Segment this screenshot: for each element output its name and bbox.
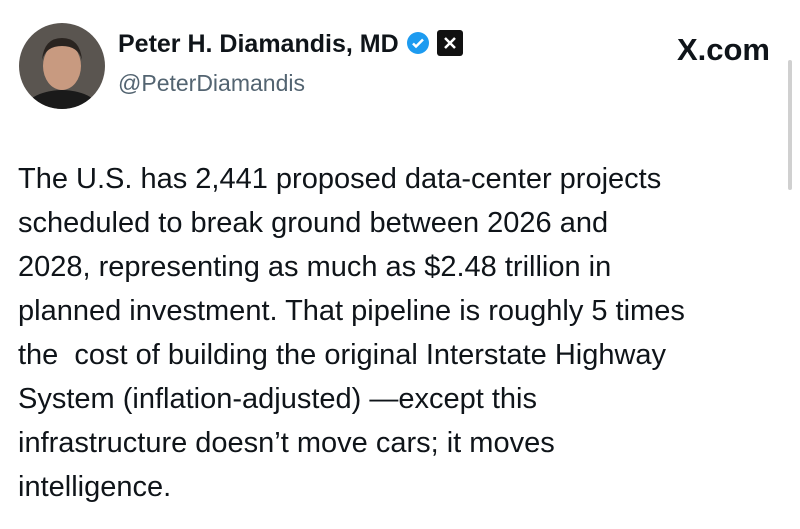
author-name[interactable]: Peter H. Diamandis, MD — [118, 30, 463, 59]
avatar[interactable] — [18, 22, 106, 110]
affiliate-badge — [436, 30, 463, 56]
post-line: intelligence. — [18, 471, 172, 503]
author-handle[interactable]: @PeterDiamandis — [118, 70, 305, 96]
author-name-text[interactable]: Peter H. Diamandis, MD — [118, 30, 399, 58]
post-line: System (inflation-adjusted) —except this — [18, 383, 537, 415]
site-label: X.com — [676, 32, 770, 67]
verified-badge — [406, 32, 429, 54]
post-line: the cost of building the original Inters… — [18, 339, 667, 371]
post-line: 2028, representing as much as $2.48 tril… — [18, 251, 612, 283]
post-line: infrastructure doesn’t move cars; it mov… — [18, 427, 555, 459]
scrollbar — [788, 60, 792, 190]
post-line: The U.S. has 2,441 proposed data-center … — [18, 163, 662, 195]
post-line: planned investment. That pipeline is rou… — [18, 295, 685, 327]
post-text: The U.S. has 2,441 proposed data-center … — [18, 157, 685, 509]
post-line: scheduled to break ground between 2026 a… — [18, 207, 609, 239]
